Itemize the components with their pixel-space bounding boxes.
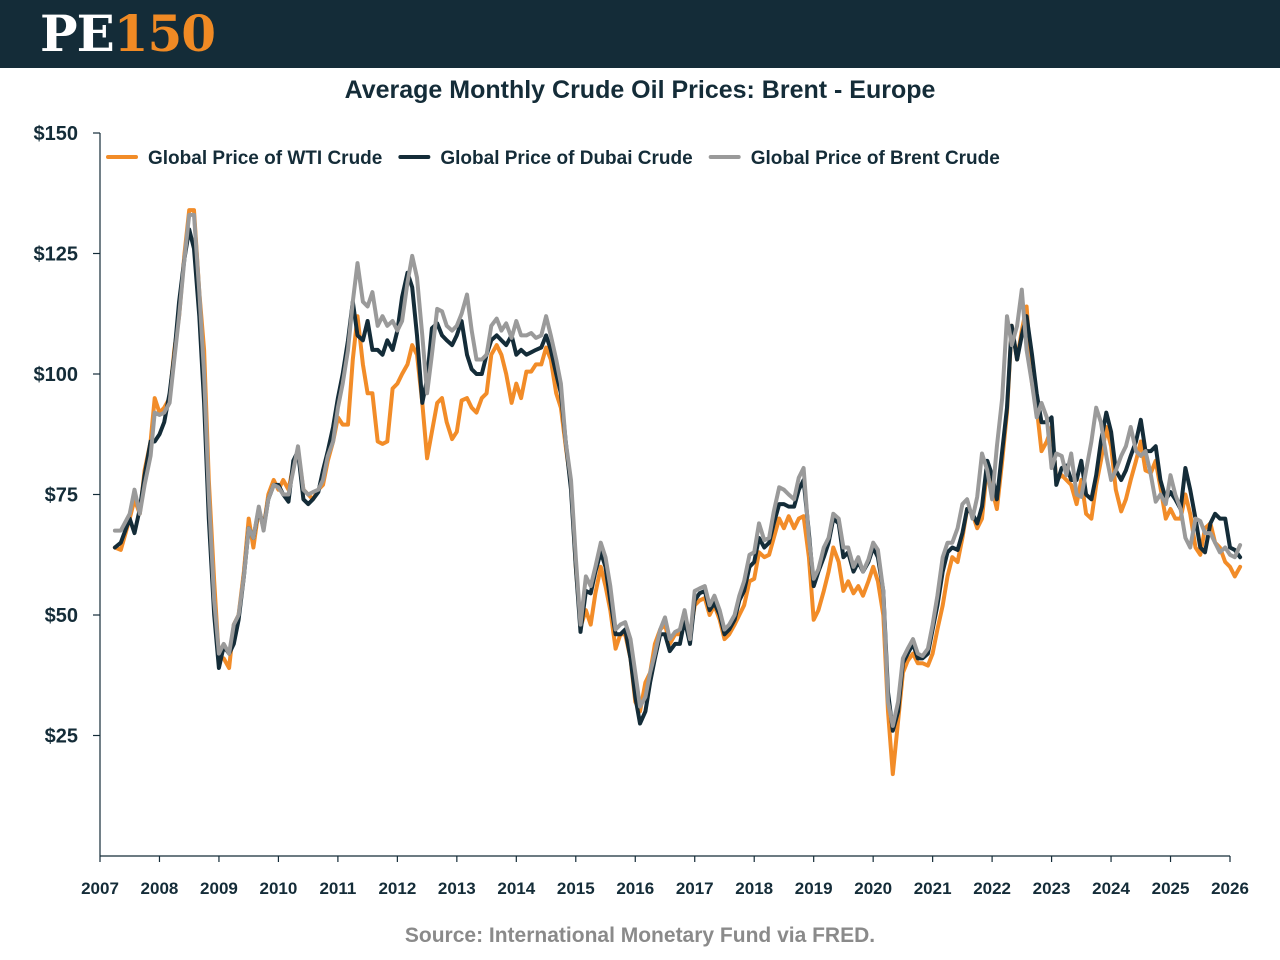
- series-line-2: [112, 212, 1243, 728]
- x-tick-label: 2011: [319, 879, 356, 898]
- x-tick-label: 2024: [1092, 879, 1130, 898]
- x-tick-label: 2022: [973, 879, 1011, 898]
- legend-label-1: Global Price of Dubai Crude: [440, 148, 692, 169]
- x-tick-label: 2013: [438, 879, 476, 898]
- brand-logo: PE150: [40, 4, 216, 64]
- logo-part-pe: PE: [40, 4, 115, 63]
- header-bar: PE150: [0, 0, 1280, 68]
- x-tick-label: 2016: [616, 879, 654, 898]
- x-tick-label: 2019: [795, 879, 833, 898]
- x-tick-label: 2018: [735, 879, 773, 898]
- series-line-1: [112, 227, 1243, 733]
- y-tick-label: $75: [45, 485, 78, 507]
- source-note: Source: International Monetary Fund via …: [404, 924, 876, 947]
- x-tick-label: 2015: [557, 879, 595, 898]
- x-tick-label: 2012: [378, 879, 416, 898]
- chart-title: Average Monthly Crude Oil Prices: Brent …: [344, 76, 936, 104]
- y-tick-label: $125: [34, 244, 79, 266]
- x-tick-label: 2014: [497, 879, 535, 898]
- x-tick-label: 2008: [141, 879, 179, 898]
- legend-label-2: Global Price of Brent Crude: [751, 148, 1000, 169]
- line-chart: $25 $50 $75 $100 $125 $150 2007 2008 2009 2010 201…: [34, 123, 1249, 898]
- legend-label-0: Global Price of WTI Crude: [148, 148, 382, 169]
- x-tick-label: 2010: [260, 879, 298, 898]
- x-tick-label: 2020: [854, 879, 892, 898]
- logo-part-150: 150: [113, 4, 216, 63]
- y-tick-label: $150: [34, 123, 79, 145]
- x-tick-label: 2007: [81, 879, 119, 898]
- y-tick-label: $100: [34, 364, 79, 386]
- x-tick-label: 2017: [676, 879, 714, 898]
- x-tick-label: 2009: [200, 879, 238, 898]
- y-tick-label: $50: [45, 605, 78, 627]
- x-tick-label: 2021: [914, 879, 952, 898]
- y-tick-label: $25: [45, 726, 78, 748]
- x-tick-label: 2023: [1033, 879, 1071, 898]
- x-tick-label: 2025: [1152, 879, 1190, 898]
- x-tick-label: 2026: [1211, 879, 1249, 898]
